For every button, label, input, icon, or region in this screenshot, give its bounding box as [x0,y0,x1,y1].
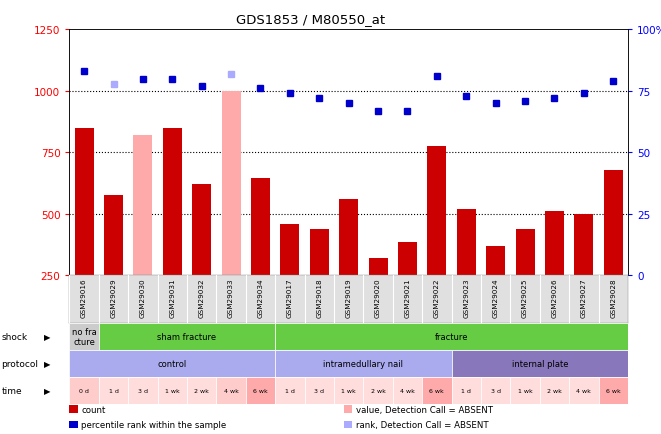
Text: GSM29025: GSM29025 [522,278,528,318]
Bar [540,377,569,404]
Text: 1 wk: 1 wk [165,388,180,393]
Bar [246,377,275,404]
Text: GSM29019: GSM29019 [346,278,352,318]
Text: 1 d: 1 d [461,388,471,393]
Bar [574,215,594,276]
Bar [510,377,540,404]
Bar [192,185,212,276]
Bar [486,246,505,276]
Bar [364,377,393,404]
Bar [516,229,535,276]
Bar [310,229,329,276]
Text: GSM29017: GSM29017 [287,278,293,318]
Text: 4 wk: 4 wk [223,388,239,393]
Bar [69,350,275,377]
Text: GSM29032: GSM29032 [199,278,205,318]
Bar [398,243,417,276]
Bar [75,128,94,276]
Text: GSM29030: GSM29030 [140,278,146,318]
Text: GSM29020: GSM29020 [375,278,381,318]
Bar [427,147,446,276]
Bar [134,136,153,276]
Text: 1 wk: 1 wk [341,388,356,393]
Text: GSM29029: GSM29029 [110,278,116,318]
Bar [422,377,451,404]
Text: ▶: ▶ [44,386,51,395]
Text: protocol: protocol [1,359,38,368]
Text: GSM29033: GSM29033 [228,278,234,318]
Bar [275,377,305,404]
Bar [69,323,98,350]
Bar [603,170,623,276]
Text: 1 d: 1 d [285,388,295,393]
Text: GSM29021: GSM29021 [405,278,410,318]
Text: time: time [1,386,22,395]
Text: 3 d: 3 d [490,388,500,393]
Bar [163,128,182,276]
Text: ▶: ▶ [44,359,51,368]
Text: GSM29028: GSM29028 [610,278,616,318]
Bar [251,179,270,276]
Text: fracture: fracture [435,332,468,341]
Text: intramedullary nail: intramedullary nail [323,359,403,368]
Text: sham fracture: sham fracture [157,332,217,341]
Bar [104,196,123,276]
Text: ▶: ▶ [44,332,51,341]
Text: GSM29034: GSM29034 [258,278,264,318]
Text: count: count [81,405,106,414]
Text: GSM29022: GSM29022 [434,278,440,318]
Text: GSM29018: GSM29018 [316,278,323,318]
Text: GDS1853 / M80550_at: GDS1853 / M80550_at [236,13,385,26]
Bar [187,377,216,404]
Text: control: control [158,359,187,368]
Text: 4 wk: 4 wk [576,388,592,393]
Text: rank, Detection Call = ABSENT: rank, Detection Call = ABSENT [356,420,488,429]
Text: no fra
cture: no fra cture [72,328,97,346]
Text: GSM29023: GSM29023 [463,278,469,318]
Bar [98,377,128,404]
Text: GSM29026: GSM29026 [551,278,557,318]
Text: percentile rank within the sample: percentile rank within the sample [81,420,227,429]
Bar [69,377,98,404]
Text: 1 wk: 1 wk [518,388,532,393]
Text: 2 wk: 2 wk [194,388,209,393]
Text: 6 wk: 6 wk [430,388,444,393]
Bar [280,224,299,276]
Bar [275,323,628,350]
Text: GSM29027: GSM29027 [581,278,587,318]
Bar [369,258,387,276]
Bar [157,377,187,404]
Bar [599,377,628,404]
Bar [275,350,451,377]
Bar [545,212,564,276]
Text: 0 d: 0 d [79,388,89,393]
Bar [128,377,157,404]
Text: 2 wk: 2 wk [547,388,562,393]
Bar [451,350,628,377]
Bar [393,377,422,404]
Bar [305,377,334,404]
Text: 6 wk: 6 wk [606,388,621,393]
Text: 3 d: 3 d [138,388,148,393]
Text: 6 wk: 6 wk [253,388,268,393]
Bar [481,377,510,404]
Text: 2 wk: 2 wk [371,388,385,393]
Bar [451,377,481,404]
Text: shock: shock [1,332,28,341]
Bar [98,323,275,350]
Text: internal plate: internal plate [512,359,568,368]
Bar [221,92,241,276]
Bar [569,377,599,404]
Bar [334,377,364,404]
Text: GSM29024: GSM29024 [492,278,498,318]
Text: 1 d: 1 d [108,388,118,393]
Text: value, Detection Call = ABSENT: value, Detection Call = ABSENT [356,405,492,414]
Text: 4 wk: 4 wk [400,388,415,393]
Text: GSM29016: GSM29016 [81,278,87,318]
Text: GSM29031: GSM29031 [169,278,175,318]
Bar [457,209,476,276]
Bar [216,377,246,404]
Bar [339,200,358,276]
Text: 3 d: 3 d [314,388,325,393]
